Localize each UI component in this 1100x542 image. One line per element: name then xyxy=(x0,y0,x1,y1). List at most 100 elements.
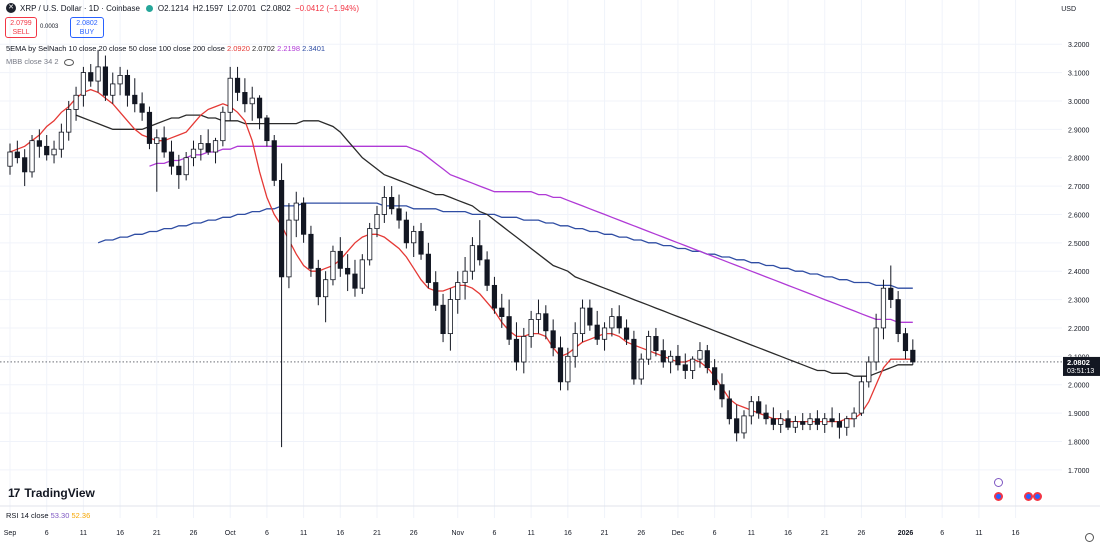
time-tick-label: Dec xyxy=(672,530,685,537)
mbb-legend[interactable]: MBB close 34 2 xyxy=(6,57,74,66)
candle-body xyxy=(668,355,674,363)
time-tick-label: 11 xyxy=(527,530,534,537)
candle-body xyxy=(734,418,740,434)
time-tick-label: 16 xyxy=(784,530,792,537)
time-tick-label: 26 xyxy=(410,530,418,537)
price-tick-label: 2.7000 xyxy=(1068,184,1090,191)
tradingview-logo[interactable]: 17 TradingView xyxy=(8,486,95,500)
ohlc-open: O2.1214 xyxy=(157,3,189,13)
candle-body xyxy=(770,418,776,425)
economic-event-icon-3[interactable] xyxy=(1033,492,1042,501)
candle-body xyxy=(763,412,769,420)
candle-body xyxy=(264,117,270,142)
economic-event-icon[interactable] xyxy=(994,492,1003,501)
candle-body xyxy=(95,66,101,82)
price-tick-label: 2.2000 xyxy=(1068,326,1090,333)
candle-down xyxy=(345,254,351,292)
candle-up xyxy=(792,415,798,433)
buy-button[interactable]: 2.0802 BUY xyxy=(70,17,104,38)
price-tick-label: 1.7000 xyxy=(1068,468,1090,475)
sell-button[interactable]: 2.0799 SELL xyxy=(5,17,37,38)
candle-up xyxy=(66,100,72,141)
candle-up xyxy=(866,356,872,388)
currency-selector[interactable]: USD xyxy=(1061,6,1076,13)
spread-value: 0.0003 xyxy=(40,24,59,30)
candle-body xyxy=(411,231,417,244)
candle-body xyxy=(278,179,285,278)
time-tick-label: 26 xyxy=(637,530,645,537)
candle-body xyxy=(712,367,718,386)
candle-body xyxy=(800,421,806,425)
candle-body xyxy=(873,327,879,363)
settings-gear-icon[interactable] xyxy=(1085,533,1094,542)
symbol-title[interactable]: XRP / U.S. Dollar · 1D · Coinbase xyxy=(20,3,140,13)
candle-body xyxy=(690,358,696,371)
candle-up xyxy=(183,152,189,181)
candle-body xyxy=(858,381,865,414)
candle-down xyxy=(506,299,512,345)
candle-down xyxy=(88,64,94,87)
candle-body xyxy=(212,140,219,153)
candle-body xyxy=(528,319,534,337)
time-tick-label: 16 xyxy=(116,530,124,537)
candle-body xyxy=(88,72,94,82)
candle-body xyxy=(440,304,446,335)
tradingview-mark-icon: 17 xyxy=(8,486,20,500)
candle-body xyxy=(117,75,123,85)
candle-body xyxy=(7,151,13,167)
symbol-header: ✕ XRP / U.S. Dollar · 1D · Coinbase O2.1… xyxy=(0,0,359,16)
candle-down xyxy=(756,396,762,419)
candle-body xyxy=(154,137,160,144)
candle-body xyxy=(367,228,373,261)
candle-body xyxy=(601,327,608,340)
candle-body xyxy=(425,253,431,283)
candle-body xyxy=(829,418,835,422)
sell-label: SELL xyxy=(12,29,30,36)
candle-body xyxy=(572,333,578,357)
ema50-line xyxy=(75,114,913,377)
candle-up xyxy=(447,288,454,351)
candle-body xyxy=(293,202,299,221)
candle-body xyxy=(888,287,894,300)
price-tick-label: 1.9000 xyxy=(1068,411,1090,418)
candle-body xyxy=(205,143,211,153)
candle-body xyxy=(300,202,307,235)
candle-body xyxy=(352,273,358,289)
ema-legend[interactable]: 5EMA by SelNach 10 close 20 close 50 clo… xyxy=(6,44,325,53)
economic-event-icon-2[interactable] xyxy=(1024,492,1033,501)
price-tick-label: 2.5000 xyxy=(1068,241,1090,248)
price-tick-label: 2.3000 xyxy=(1068,298,1090,305)
candle-up xyxy=(58,123,64,158)
candle-down xyxy=(102,55,109,101)
mbb-legend-label: MBB close 34 2 xyxy=(6,57,59,66)
candle-down xyxy=(557,336,564,391)
candle-up xyxy=(110,72,116,104)
time-tick-label: 6 xyxy=(713,530,717,537)
candle-body xyxy=(161,137,167,153)
candle-body xyxy=(455,282,461,300)
candle-body xyxy=(220,111,226,142)
candle-up xyxy=(374,205,380,238)
candle-down xyxy=(704,344,710,374)
candle-up xyxy=(80,66,86,107)
rsi-legend[interactable]: RSI 14 close 53.30 52.36 xyxy=(6,511,90,520)
candle-down xyxy=(264,115,270,147)
price-tick-label: 3.0000 xyxy=(1068,99,1090,106)
candle-up xyxy=(822,413,828,433)
candle-up xyxy=(469,237,476,280)
candle-body xyxy=(337,250,343,269)
candle-down xyxy=(389,186,395,215)
market-open-icon xyxy=(145,4,153,12)
candle-down xyxy=(234,66,241,101)
candle-body xyxy=(198,143,204,150)
dividend-event-icon[interactable] xyxy=(994,478,1003,487)
candle-body xyxy=(792,421,798,428)
eye-hidden-icon[interactable] xyxy=(63,58,74,66)
candle-body xyxy=(675,355,681,366)
candle-up xyxy=(565,347,571,391)
time-tick-label: 16 xyxy=(336,530,344,537)
candle-down xyxy=(623,319,630,345)
candle-down xyxy=(513,322,520,371)
